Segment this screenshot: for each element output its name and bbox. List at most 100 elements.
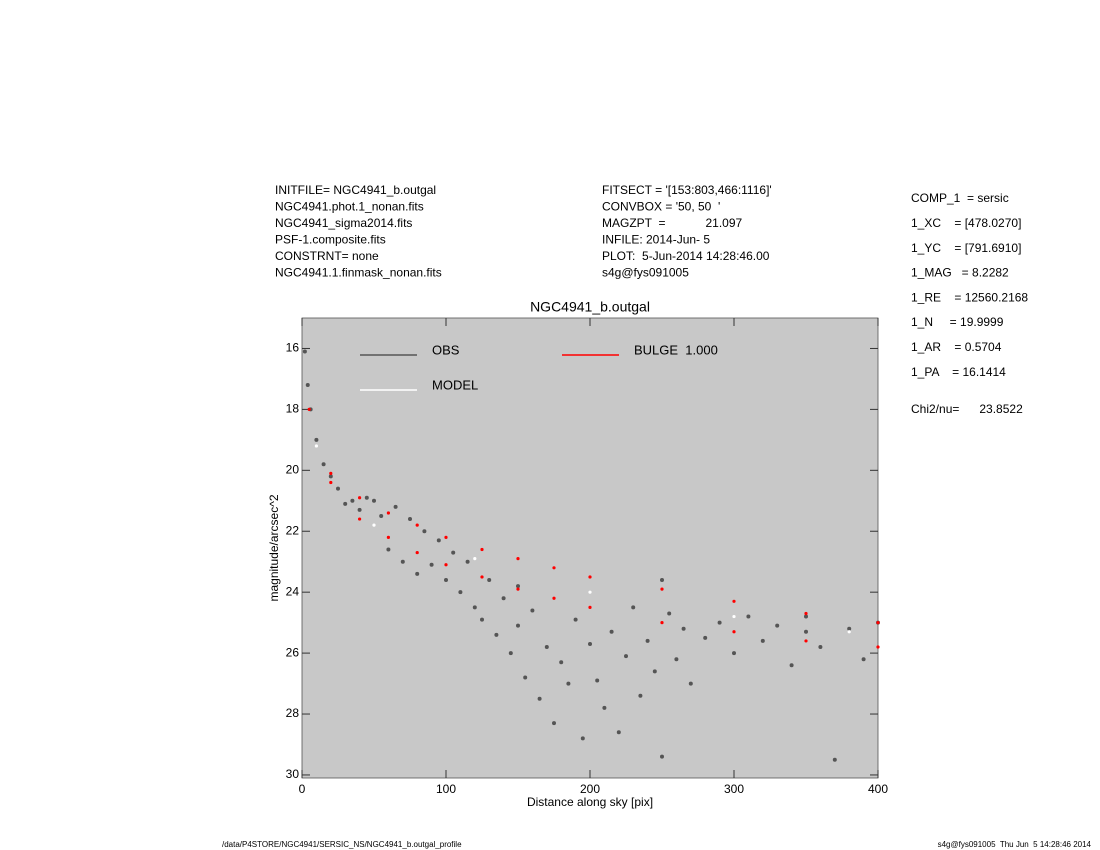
data-point bbox=[588, 590, 592, 594]
header-line: INITFILE= NGC4941_b.outgal bbox=[275, 183, 436, 197]
data-point bbox=[329, 471, 333, 475]
data-point bbox=[302, 349, 307, 354]
y-axis-label: magnitude/arcsec^2 bbox=[267, 494, 281, 601]
header-line: CONVBOX = '50, 50 ' bbox=[602, 200, 720, 214]
parameter: 1_AR = 0.5704 bbox=[911, 340, 1002, 354]
data-point bbox=[473, 557, 477, 561]
data-point bbox=[436, 538, 441, 543]
data-point bbox=[451, 550, 456, 555]
data-point bbox=[595, 678, 600, 683]
data-point bbox=[804, 611, 808, 616]
y-tick-label: 16 bbox=[286, 341, 300, 355]
parameter: 1_XC = [478.0270] bbox=[911, 216, 1021, 230]
data-point bbox=[746, 614, 751, 619]
data-point bbox=[422, 529, 427, 534]
data-point bbox=[760, 638, 765, 643]
data-point bbox=[358, 517, 362, 521]
data-point bbox=[336, 486, 340, 491]
y-tick-label: 20 bbox=[286, 462, 300, 476]
data-point bbox=[818, 645, 823, 650]
data-point bbox=[343, 501, 348, 506]
data-point bbox=[501, 596, 506, 601]
data-point bbox=[660, 587, 664, 591]
data-point bbox=[472, 605, 477, 610]
data-point bbox=[537, 696, 542, 701]
plot-area bbox=[301, 317, 879, 779]
data-point bbox=[688, 681, 693, 686]
data-point bbox=[804, 639, 808, 643]
data-point bbox=[667, 611, 672, 616]
legend-label: OBS bbox=[432, 342, 460, 357]
data-point bbox=[400, 559, 405, 564]
footer-right: s4g@fys091005 Thu Jun 5 14:28:46 2014 bbox=[938, 840, 1092, 849]
header-line: PSF-1.composite.fits bbox=[275, 233, 386, 247]
data-point bbox=[876, 645, 880, 649]
data-point bbox=[358, 496, 362, 500]
data-point bbox=[559, 660, 564, 665]
data-point bbox=[660, 621, 664, 625]
data-point bbox=[681, 626, 686, 631]
data-point bbox=[631, 605, 636, 610]
data-point bbox=[652, 669, 657, 674]
data-point bbox=[552, 566, 556, 570]
data-point bbox=[307, 407, 311, 411]
data-point bbox=[393, 504, 398, 509]
data-point bbox=[458, 590, 463, 595]
data-point bbox=[364, 495, 369, 500]
data-point bbox=[717, 620, 722, 625]
data-point bbox=[616, 730, 621, 735]
data-point bbox=[804, 629, 808, 634]
data-point bbox=[552, 596, 556, 600]
data-point bbox=[847, 626, 852, 631]
data-point bbox=[638, 693, 643, 698]
data-point bbox=[703, 635, 708, 640]
data-point bbox=[544, 645, 549, 650]
y-tick-label: 28 bbox=[286, 706, 300, 720]
data-point bbox=[379, 514, 384, 519]
header-line: CONSTRNT= none bbox=[275, 249, 379, 263]
y-tick-label: 24 bbox=[286, 584, 300, 598]
data-point bbox=[386, 511, 390, 515]
chi2: Chi2/nu= 23.8522 bbox=[911, 402, 1023, 416]
data-point bbox=[487, 577, 492, 582]
data-point bbox=[328, 474, 333, 479]
header-line: MAGZPT = 21.097 bbox=[602, 216, 742, 230]
data-point bbox=[523, 675, 528, 680]
legend-label: MODEL bbox=[432, 377, 478, 392]
data-point bbox=[480, 547, 484, 552]
data-point bbox=[804, 614, 808, 619]
data-point bbox=[602, 705, 607, 710]
data-point bbox=[357, 507, 362, 512]
data-point bbox=[429, 562, 434, 567]
data-point bbox=[861, 657, 866, 662]
y-tick-label: 30 bbox=[286, 767, 300, 781]
x-tick-label: 400 bbox=[868, 782, 888, 796]
data-point bbox=[408, 517, 412, 522]
parameter: COMP_1 = sersic bbox=[911, 191, 1009, 205]
data-point bbox=[588, 605, 592, 610]
data-point bbox=[444, 577, 448, 582]
data-point bbox=[732, 630, 736, 634]
data-point bbox=[832, 757, 837, 762]
header-line: PLOT: 5-Jun-2014 14:28:46.00 bbox=[602, 249, 770, 263]
data-point bbox=[847, 630, 851, 634]
data-point bbox=[876, 621, 880, 625]
header-line: NGC4941.1.finmask_nonan.fits bbox=[275, 266, 442, 280]
parameter: 1_YC = [791.6910] bbox=[911, 241, 1021, 255]
header-line: FITSECT = '[153:803,466:1116]' bbox=[602, 183, 772, 197]
data-point bbox=[516, 557, 520, 561]
data-point bbox=[516, 584, 520, 589]
data-point bbox=[480, 617, 484, 622]
data-point bbox=[660, 754, 664, 759]
data-point bbox=[386, 547, 391, 552]
x-tick-label: 0 bbox=[299, 782, 306, 796]
data-point bbox=[775, 623, 780, 628]
x-tick-label: 200 bbox=[580, 782, 600, 796]
data-point bbox=[573, 617, 578, 622]
data-point bbox=[566, 681, 571, 686]
data-point bbox=[314, 437, 319, 442]
data-point bbox=[624, 654, 628, 659]
data-point bbox=[314, 444, 318, 448]
data-point bbox=[494, 632, 499, 637]
